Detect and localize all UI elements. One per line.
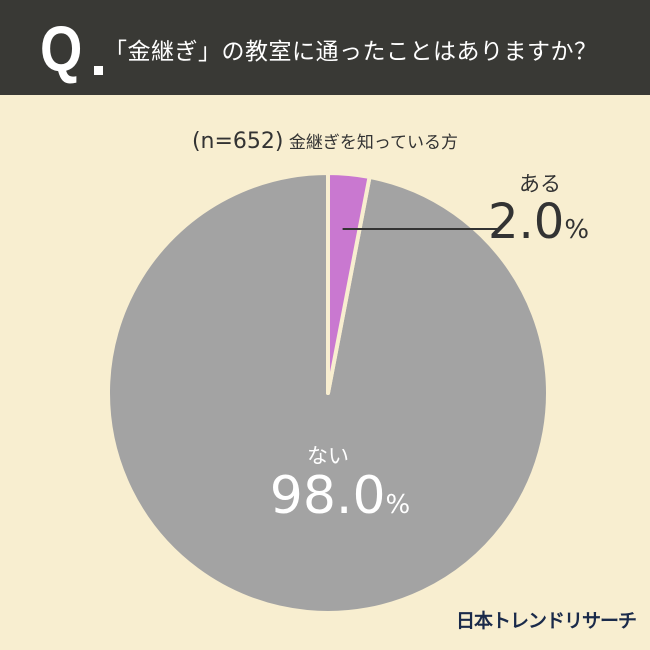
- value-yes-unit: %: [564, 215, 590, 245]
- q-dot: [94, 66, 103, 75]
- question-title: 「金継ぎ」の教室に通ったことはありますか？: [104, 39, 598, 65]
- label-yes: ある: [519, 172, 561, 196]
- value-no-unit: %: [385, 490, 411, 520]
- value-no: 98.0%: [240, 466, 440, 526]
- value-no-number: 98.0: [269, 466, 386, 526]
- logo: 日本トレンドリサーチ: [456, 610, 637, 632]
- sample-description: 金継ぎを知っている方: [288, 133, 459, 153]
- value-yes-number: 2.0: [488, 194, 565, 250]
- label-no: ない: [307, 444, 349, 468]
- sample-note: (n=652) 金継ぎを知っている方: [0, 128, 650, 154]
- q-mark: Q: [40, 13, 83, 85]
- sample-size: (n=652): [191, 129, 284, 154]
- value-yes: 2.0%: [488, 194, 638, 250]
- question-header: Q 「金継ぎ」の教室に通ったことはありますか？: [0, 0, 650, 95]
